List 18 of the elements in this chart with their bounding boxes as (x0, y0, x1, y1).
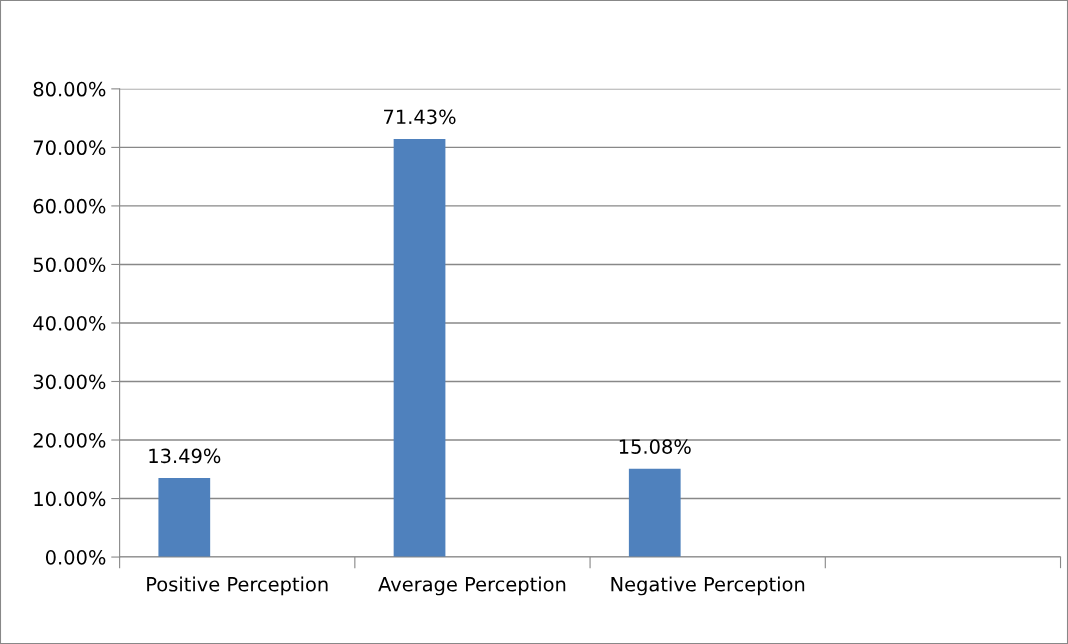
data-label: 71.43% (384, 109, 456, 125)
y-tick-label: 10.00% (34, 491, 106, 507)
y-tick-label: 30.00% (33, 374, 106, 390)
data-label: 15.08% (619, 439, 691, 454)
y-tick-label: 0.00% (45, 550, 106, 565)
y-tick-label: 60.00% (33, 198, 106, 214)
y-tick-label: 20.00% (33, 432, 106, 448)
bar (158, 478, 211, 558)
x-tick-label: Positive Perception (147, 576, 328, 596)
y-tick-label: 80.00% (33, 81, 106, 97)
x-tick-label: Negative Perception (611, 576, 805, 596)
y-tick-label: 50.00% (33, 257, 106, 273)
x-tick-label: Average Perception (378, 576, 566, 596)
data-label: 13.49% (149, 448, 221, 464)
y-tick-label: 70.00% (33, 140, 106, 156)
bar (393, 139, 446, 558)
bar (628, 468, 681, 558)
y-tick-label: 40.00% (33, 315, 106, 331)
